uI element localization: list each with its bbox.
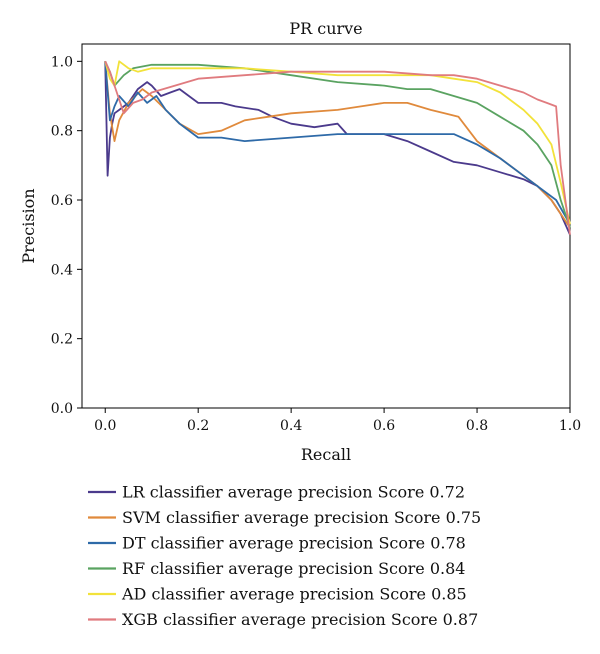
legend-label: RF classifier average precision Score 0.…	[122, 559, 465, 578]
series-lines	[104, 60, 571, 236]
y-tick-label: 0.6	[51, 193, 73, 209]
y-axis-ticks: 0.0 0.2 0.4 0.6 0.8 1.0	[51, 54, 82, 417]
x-tick-label: 0.0	[94, 418, 116, 434]
y-tick-label: 0.4	[51, 262, 73, 278]
series-line-2	[104, 61, 571, 225]
x-tick-label: 0.6	[373, 418, 395, 434]
legend: LR classifier average precision Score 0.…	[88, 483, 481, 629]
y-tick-label: 1.0	[51, 54, 73, 70]
legend-label: XGB classifier average precision Score 0…	[122, 610, 478, 629]
chart-title: PR curve	[289, 19, 362, 38]
legend-label: LR classifier average precision Score 0.…	[122, 483, 465, 502]
series-line-4	[104, 60, 571, 225]
y-axis-label: Precision	[19, 188, 38, 263]
x-tick-label: 0.2	[187, 418, 209, 434]
y-tick-label: 0.8	[51, 124, 73, 140]
legend-label: SVM classifier average precision Score 0…	[122, 508, 481, 527]
series-line-0	[104, 61, 571, 236]
x-axis-label: Recall	[301, 445, 351, 464]
x-tick-label: 0.4	[280, 418, 302, 434]
legend-label: DT classifier average precision Score 0.…	[122, 534, 466, 553]
series-line-5	[104, 60, 571, 235]
series-line-3	[104, 60, 571, 228]
x-tick-label: 0.8	[466, 418, 488, 434]
legend-label: AD classifier average precision Score 0.…	[121, 585, 467, 604]
y-tick-label: 0.0	[51, 401, 73, 417]
x-axis-ticks: 0.0 0.2 0.4 0.6 0.8 1.0	[94, 408, 581, 434]
y-tick-label: 0.2	[51, 332, 73, 348]
x-tick-label: 1.0	[559, 418, 581, 434]
